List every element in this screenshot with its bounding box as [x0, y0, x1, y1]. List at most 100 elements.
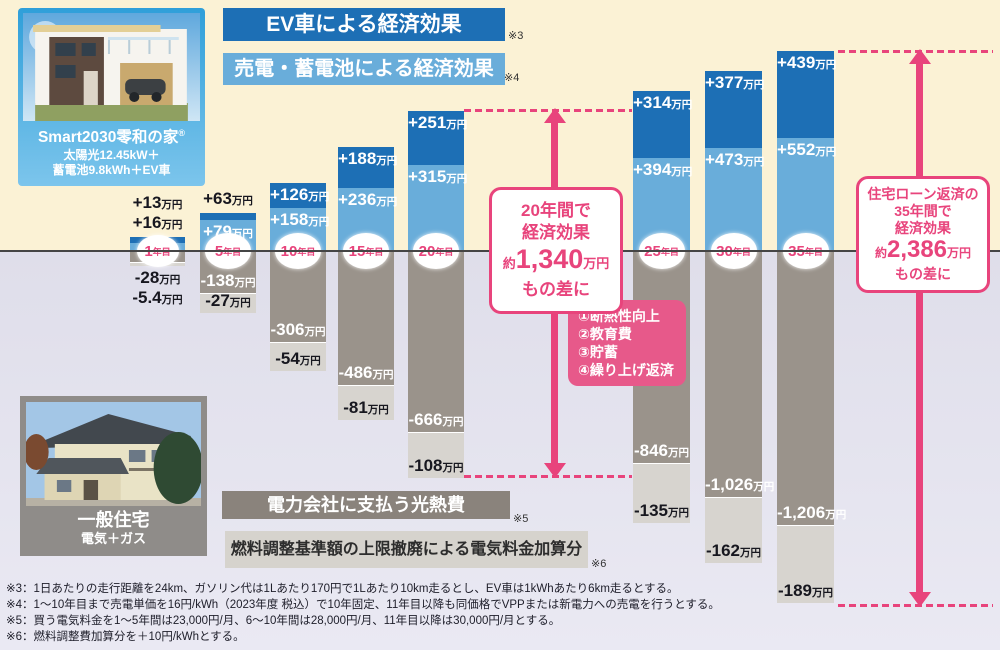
value-label-sell: +552万円 [777, 140, 837, 159]
callout-35y-prefix: 約 [874, 246, 887, 260]
smart-house-title-text: Smart2030零和の家 [37, 129, 179, 147]
footnotes: ※3：1日あたりの走行距離を24km、ガソリン代は1Lあたり170円で1Lあたり… [6, 581, 720, 645]
value-label-util: -1,026万円 [705, 475, 775, 494]
bar-segment-fuel [338, 385, 394, 420]
value-label-ev: +126万円 [270, 185, 330, 204]
legend-ev-note: ※3 [508, 30, 524, 42]
value-label-ev: +251万円 [408, 113, 468, 132]
value-label-sell: +473万円 [705, 150, 765, 169]
above-bar-labels: +63万円 [178, 190, 278, 210]
callout-35y-line2: 35年間で [894, 203, 952, 219]
callout-35y-unit: 万円 [947, 246, 972, 260]
value-label-fuel: -108万円 [408, 456, 464, 475]
bar-segment-fuel [408, 432, 464, 478]
value-label-ev: +377万円 [705, 73, 765, 92]
bar-segment-ev [338, 147, 394, 188]
bar-segment-fuel [705, 497, 762, 563]
bar-segment-ev [200, 213, 256, 220]
value-label-fuel: -5.4万円 [132, 288, 183, 307]
legend-utility-note: ※5 [513, 513, 529, 525]
value-label-util: -666万円 [408, 410, 464, 429]
general-house-subtitle: 電気＋ガス [80, 531, 146, 546]
value-label-fuel: -135万円 [633, 501, 690, 520]
bar-segment-util [408, 252, 464, 432]
bar-segment-fuel [777, 525, 834, 603]
value-label-ev: +63万円 [203, 189, 253, 208]
value-label-ev: +188万円 [338, 149, 398, 168]
registered-mark: ® [178, 128, 186, 138]
general-house-illustration [26, 402, 201, 506]
value-label-util: -138万円 [200, 271, 256, 290]
bar-segment-fuel [270, 342, 326, 371]
value-label-sell: +315万円 [408, 167, 468, 186]
arrow-35y-up-icon [909, 49, 931, 64]
footnote-6: ※6：燃料調整費加算分を＋10円/kWhとする。 [6, 631, 245, 643]
callout-35y-value: 2,386 [886, 236, 948, 263]
smart-house-illustration [23, 13, 200, 121]
bar-segment-ev [270, 183, 326, 208]
legend-fuel-note: ※6 [591, 558, 607, 570]
value-label-util: -486万円 [338, 363, 394, 382]
value-label-ev: +439万円 [777, 53, 837, 72]
value-label-fuel: -27万円 [205, 291, 251, 310]
bar-segment-fuel [200, 293, 256, 313]
callout-35y-line5: もの差に [895, 266, 951, 282]
value-label-sell: +16万円 [132, 213, 183, 232]
legend-fuel-adjustment: 燃料調整基準額の上限撤廃による電気料金加算分 [225, 531, 588, 568]
callout-35y-line1: 住宅ローン返済の [867, 186, 979, 202]
legend-sell-storage-effect: 売電・蓄電池による経済効果 [223, 53, 505, 85]
value-label-util: -1,206万円 [777, 503, 847, 522]
bar-segment-ev [633, 91, 690, 158]
arrow-35y-down-icon [909, 592, 931, 607]
arrow-20y-up-icon [544, 108, 566, 123]
arrow-20y-down-icon [544, 463, 566, 478]
callout-20y-line2: 経済効果 [522, 223, 590, 242]
callout-20y-line1: 20年間で [521, 201, 591, 220]
smart-house-card: Smart2030零和の家® 太陽光12.45kW＋ 蓄電池9.8kWh＋EV車 [18, 8, 205, 186]
callout-20y: 20年間で 経済効果 約1,340万円 もの差に [489, 187, 623, 314]
bar-segment-ev [777, 51, 834, 138]
above-bar-labels: +13万円 +16万円 [108, 194, 207, 234]
callout-35y: 住宅ローン返済の 35年間で 経済効果 約2,386万円 もの差に [856, 176, 990, 293]
legend-sell-note: ※4 [504, 72, 520, 84]
arrow-35y-shaft [916, 63, 923, 595]
value-label-fuel: -162万円 [705, 541, 762, 560]
below-bar-labels: -28万円 -5.4万円 [108, 269, 207, 309]
smart-house-title: Smart2030零和の家® [23, 123, 200, 148]
value-label-ev: +13万円 [132, 193, 183, 212]
value-label-fuel: -81万円 [343, 398, 389, 417]
bar-segment-util [777, 252, 834, 525]
value-label-ev: +314万円 [633, 93, 693, 112]
bar-segment-ev [408, 111, 464, 165]
benefit-item-4: ④繰り上げ返済 [578, 362, 674, 378]
callout-20y-amount: 約1,340万円 [494, 244, 618, 279]
value-label-util: -28万円 [134, 268, 181, 287]
value-label-util: -846万円 [633, 441, 690, 460]
bar-segment-ev [705, 71, 762, 148]
footnote-5: ※5：買う電気料金を1〜5年間は23,000円/月、6〜10年間は28,000円… [6, 615, 561, 627]
benefit-item-2: ②教育費 [578, 326, 632, 342]
value-label-fuel: -189万円 [777, 581, 834, 600]
callout-20y-prefix: 約 [502, 256, 516, 271]
callout-20y-value: 1,340 [515, 244, 584, 274]
bar-segment-util [338, 252, 394, 385]
footnote-4: ※4：1〜10年目まで売電単価を16円/kWh（2023年度 税込）で10年固定… [6, 599, 720, 611]
callout-20y-unit: 万円 [583, 256, 610, 271]
value-label-fuel: -54万円 [275, 349, 321, 368]
bar-segment-util [705, 252, 762, 497]
value-label-sell: +158万円 [270, 210, 330, 229]
general-house-title: 一般住宅 [77, 510, 150, 530]
callout-35y-amount: 約2,386万円 [861, 237, 985, 266]
smart-house-spec2: 蓄電池9.8kWh＋EV車 [52, 163, 171, 178]
callout-35y-line3: 経済効果 [895, 220, 951, 236]
benefit-item-3: ③貯蓄 [578, 344, 618, 360]
value-label-sell: +394万円 [633, 160, 693, 179]
smart-house-photo [23, 13, 200, 121]
value-label-sell: +236万円 [338, 190, 398, 209]
smart-house-spec1: 太陽光12.45kW＋ [63, 148, 160, 163]
legend-utility-cost: 電力会社に支払う光熱費 [222, 491, 510, 519]
general-house-card: 一般住宅 電気＋ガス [20, 396, 207, 556]
callout-20y-line4: もの差に [522, 280, 590, 299]
